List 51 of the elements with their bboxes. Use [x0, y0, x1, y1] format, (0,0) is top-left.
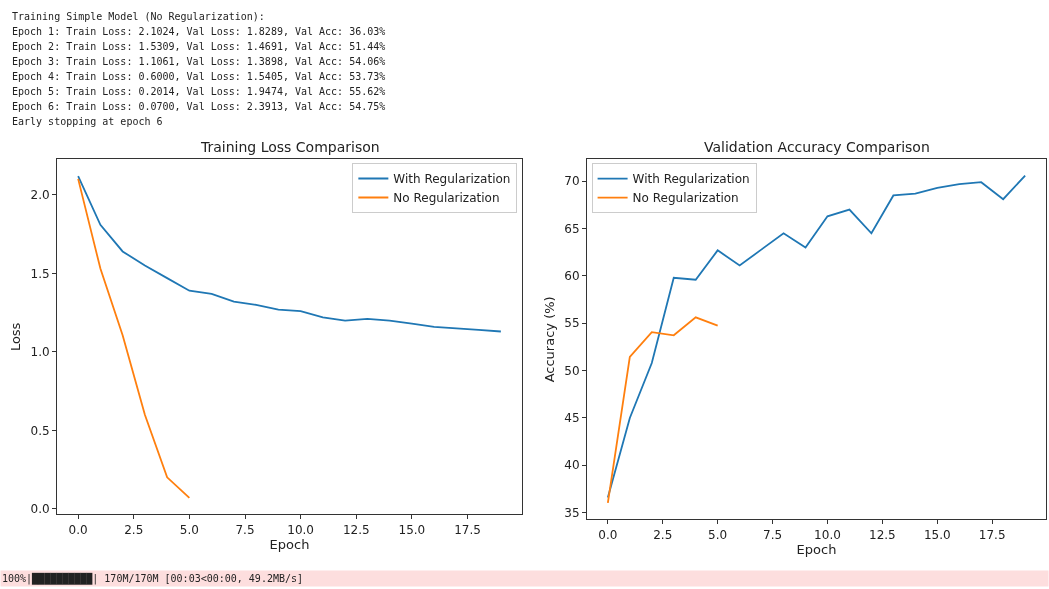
line-series — [77, 177, 191, 499]
y-tick-label: 1.5 — [30, 266, 50, 281]
y-tick-label: 0.0 — [30, 502, 50, 517]
text: Epoch 6: Train Loss: 0.0700, Val Loss: 2.3913, Val Acc: 54.75% — [12, 101, 386, 112]
legend-label: With Regularization — [393, 172, 511, 187]
x-tick-label: 5.0 — [708, 527, 728, 542]
y-tick-label: 60 — [564, 269, 580, 284]
x-tick-label: 5.0 — [179, 522, 199, 537]
text: 100%|██████████| 170M/170M [00:03<00:00, 49.2MB/s] — [2, 572, 304, 585]
y-tick-label: 0.5 — [30, 423, 50, 438]
x-tick-label: 17.5 — [978, 527, 1006, 542]
text: Training Simple Model (No Regularization): — [12, 11, 265, 22]
text: Epoch 5: Train Loss: 0.2014, Val Loss: 1.9474, Val Acc: 55.62% — [12, 86, 386, 97]
x-axis-title: Epoch — [796, 542, 837, 558]
legend-label: With Regularization — [632, 172, 750, 187]
y-tick-label: 40 — [564, 458, 580, 473]
x-tick-label: 2.5 — [653, 527, 673, 542]
x-tick-label: 0.0 — [68, 522, 88, 537]
x-tick-label: 2.5 — [124, 522, 144, 537]
line-series — [606, 174, 1027, 499]
x-tick-label: 17.5 — [454, 522, 481, 537]
x-tick-label: 7.5 — [763, 527, 783, 542]
legend-label: No Regularization — [393, 191, 500, 206]
y-tick-label: 65 — [564, 221, 580, 236]
y-tick-label: 70 — [564, 174, 580, 189]
y-tick-label: 50 — [564, 363, 580, 378]
y-tick-label: 45 — [564, 411, 580, 426]
x-axis-title: Epoch — [269, 537, 310, 553]
x-tick-label: 12.5 — [342, 522, 370, 537]
line-series — [606, 316, 719, 504]
chart-title: Validation Accuracy Comparison — [704, 139, 930, 155]
y-axis-title: Loss — [8, 322, 24, 352]
x-tick-label: 7.5 — [235, 522, 255, 537]
x-tick-label: 0.0 — [598, 527, 618, 542]
chart-title: Training Loss Comparison — [200, 139, 380, 155]
y-axis-title: Accuracy (%) — [542, 296, 558, 383]
x-tick-label: 15.0 — [398, 522, 426, 537]
y-tick-label: 2.0 — [30, 188, 50, 203]
legend-label: No Regularization — [632, 191, 739, 206]
text: Epoch 1: Train Loss: 2.1024, Val Loss: 1.8289, Val Acc: 36.03% — [12, 26, 386, 37]
x-tick-label: 15.0 — [923, 527, 951, 542]
x-tick-label: 12.5 — [869, 527, 896, 542]
x-tick-label: 10.0 — [814, 527, 841, 542]
y-tick-label: 1.0 — [30, 345, 50, 360]
text: Epoch 2: Train Loss: 1.5309, Val Loss: 1.4691, Val Acc: 51.44% — [12, 41, 386, 52]
x-tick-label: 10.0 — [287, 522, 314, 537]
text: Epoch 4: Train Loss: 0.6000, Val Loss: 1.5405, Val Acc: 53.73% — [12, 71, 386, 82]
y-tick-label: 55 — [564, 316, 580, 331]
text: Early stopping at epoch 6 — [12, 116, 163, 127]
y-tick-label: 35 — [564, 505, 580, 520]
text: Epoch 3: Train Loss: 1.1061, Val Loss: 1.3898, Val Acc: 54.06% — [12, 56, 386, 67]
